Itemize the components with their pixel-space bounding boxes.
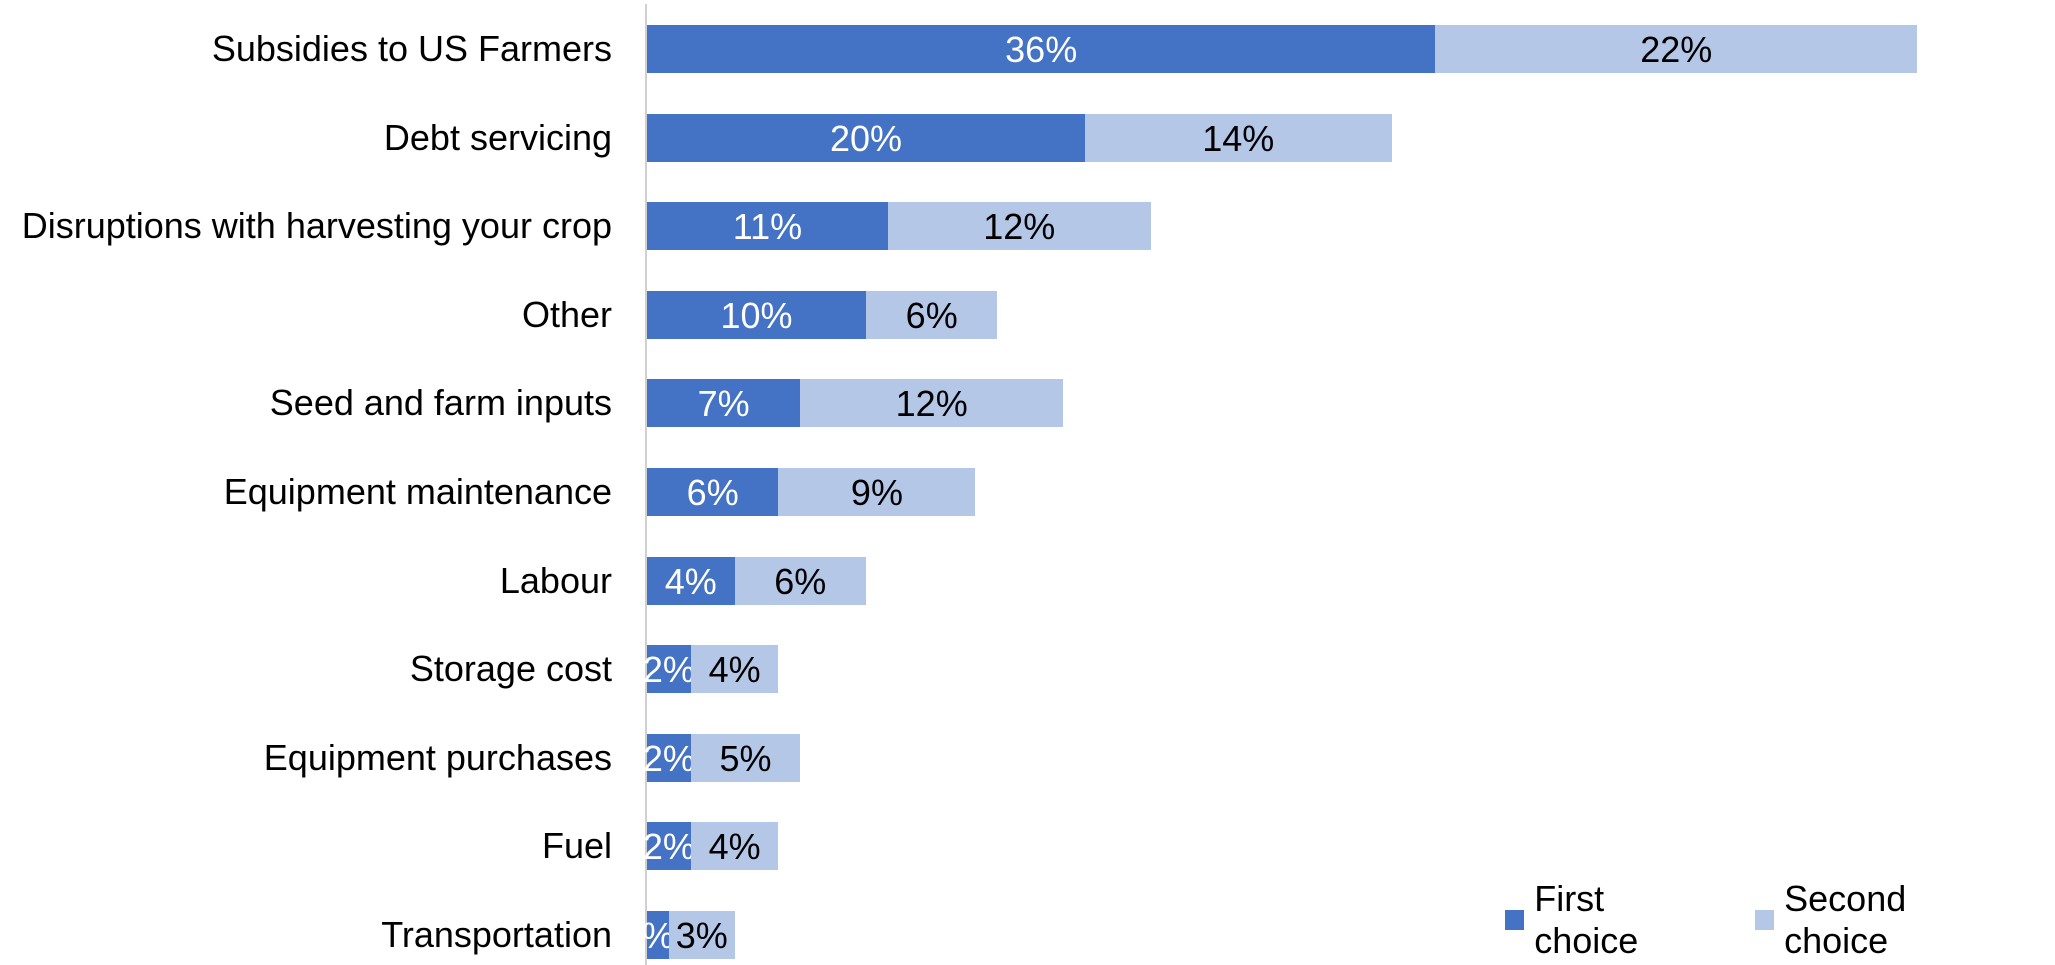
category-label-equipment-purchases: Equipment purchases [263,736,612,778]
data-label-first-choice-equipment-purchases: 2% [642,737,695,779]
category-label-debt-servicing: Debt servicing [383,116,612,158]
data-label-second-choice-storage-cost: 4% [708,649,761,691]
category-label-transportation: Transportation [381,914,612,955]
data-label-first-choice-other: 10% [720,294,793,336]
bar-second-choice-disruptions-with-harvesting-your-crop [887,202,1151,251]
bar-second-choice-subsidies-to-us-farmers [1435,25,1918,73]
bar-second-choice-storage-cost [690,645,779,694]
data-label-first-choice-labour: 4% [664,560,717,602]
bar-second-choice-equipment-maintenance [778,468,976,516]
category-label-storage-cost: Storage cost [409,648,612,690]
bar-first-choice-disruptions-with-harvesting-your-crop [647,202,888,251]
legend-item-first-choice: First choice [1505,878,1711,962]
category-label-fuel: Fuel [541,825,612,867]
bar-first-choice-equipment-maintenance [647,468,779,516]
data-label-second-choice-equipment-maintenance: 9% [850,472,903,513]
bar-first-choice-storage-cost [647,645,691,694]
bar-second-choice-other [866,290,998,339]
bar-first-choice-fuel [647,822,691,871]
data-label-second-choice-seed-and-farm-inputs: 12% [895,383,968,425]
bar-second-choice-fuel [690,822,779,871]
data-label-first-choice-disruptions-with-harvesting-your-crop: 11% [732,206,803,248]
bar-first-choice-transportation [647,911,669,959]
data-label-first-choice-transportation: % [641,915,674,956]
category-label-seed-and-farm-inputs: Seed and farm inputs [269,382,612,424]
category-label-other: Other [521,293,612,335]
category-label-equipment-maintenance: Equipment maintenance [223,471,612,512]
legend-swatch-second-choice [1754,910,1775,930]
bar-first-choice-labour [647,556,735,605]
bar-first-choice-other [647,290,866,339]
category-axis-line [645,4,647,965]
bar-second-choice-debt-servicing [1085,113,1392,162]
data-label-second-choice-subsidies-to-us-farmers: 22% [1640,29,1713,70]
data-label-first-choice-fuel: 2% [642,826,695,868]
bar-first-choice-seed-and-farm-inputs [647,379,801,428]
bar-second-choice-transportation [668,911,735,959]
data-label-second-choice-disruptions-with-harvesting-your-crop: 12% [983,206,1056,248]
data-label-first-choice-equipment-maintenance: 6% [686,472,739,513]
data-label-first-choice-subsidies-to-us-farmers: 36% [1005,29,1078,70]
legend-label-second-choice: Second choice [1784,878,1907,961]
legend-item-second-choice: Second choice [1754,878,2011,962]
data-label-first-choice-seed-and-farm-inputs: 7% [697,383,750,425]
data-label-first-choice-debt-servicing: 20% [829,117,903,159]
bar-first-choice-equipment-purchases [647,733,691,782]
bar-first-choice-subsidies-to-us-farmers [647,25,1436,73]
bar-second-choice-equipment-purchases [690,733,801,782]
data-label-second-choice-transportation: 3% [675,915,728,956]
category-label-labour: Labour [499,559,612,601]
legend: First choice Second choice [1505,878,2055,961]
legend-swatch-first-choice [1505,910,1525,930]
data-label-second-choice-fuel: 4% [708,826,761,868]
bar-first-choice-debt-servicing [647,113,1085,162]
category-label-subsidies-to-us-farmers: Subsidies to US Farmers [211,28,612,69]
bar-second-choice-seed-and-farm-inputs [800,379,1064,428]
data-label-second-choice-debt-servicing: 14% [1202,117,1275,159]
category-label-disruptions-with-harvesting-your-crop: Disruptions with harvesting your crop [21,205,612,247]
data-label-first-choice-storage-cost: 2% [642,649,695,691]
data-label-second-choice-equipment-purchases: 5% [719,737,772,779]
data-label-second-choice-labour: 6% [774,560,827,602]
legend-label-first-choice: First choice [1534,878,1639,961]
bar-second-choice-labour [734,556,866,605]
data-label-second-choice-other: 6% [905,294,958,336]
